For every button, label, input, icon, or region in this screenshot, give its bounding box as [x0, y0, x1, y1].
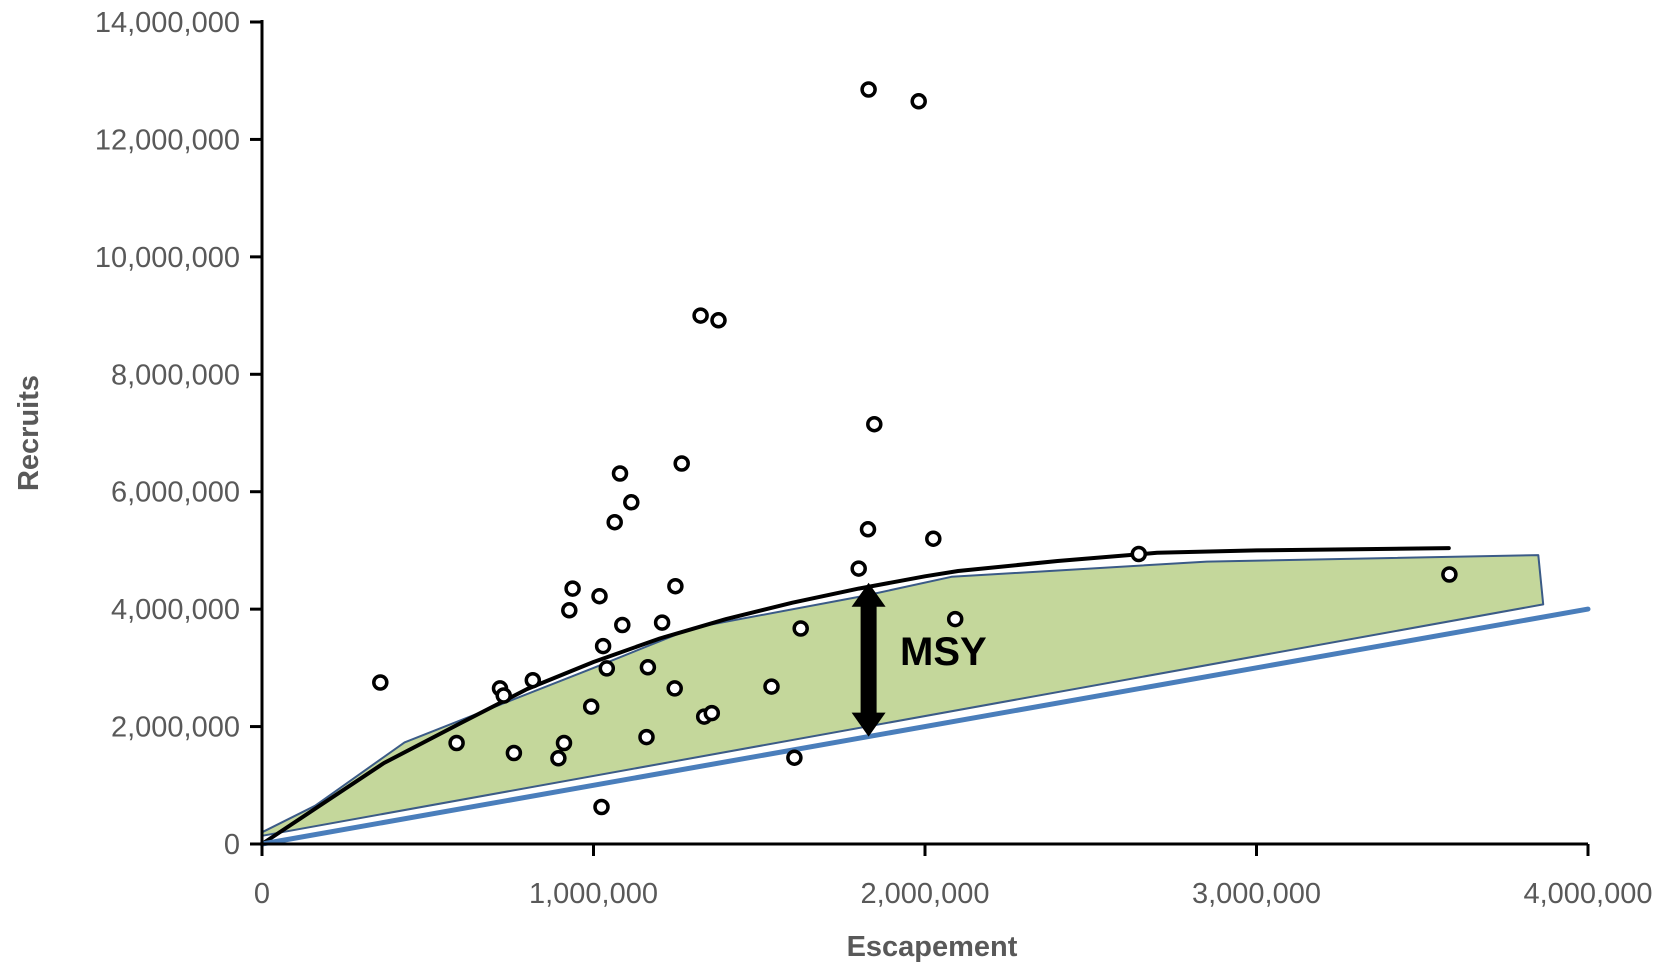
data-point	[638, 728, 655, 746]
data-point	[606, 513, 623, 531]
data-point	[555, 734, 573, 752]
data-point	[582, 698, 600, 715]
curve-layer	[259, 546, 1591, 847]
data-point	[673, 455, 690, 472]
data-point	[792, 620, 809, 637]
y-tick-label: 14,000,000	[95, 7, 240, 39]
data-point	[1130, 545, 1148, 563]
data-point	[495, 687, 512, 704]
data-point	[925, 530, 942, 547]
data-point	[667, 577, 684, 595]
x-tick-label: 4,000,000	[1523, 878, 1652, 910]
axes-layer: 0 2,000,000 4,000,000 6,000,000 8,000,000 10,…	[95, 7, 1653, 910]
msy-range-band	[261, 554, 1545, 837]
data-point	[564, 580, 581, 597]
data-point	[710, 312, 727, 329]
data-points-layer	[372, 81, 1458, 816]
data-point	[591, 587, 608, 605]
data-point	[850, 560, 867, 577]
x-tick-label: 0	[254, 878, 270, 910]
data-point	[703, 704, 721, 722]
x-tick-label: 3,000,000	[1192, 878, 1321, 910]
data-point	[524, 671, 542, 689]
data-point	[860, 81, 877, 98]
data-point	[866, 415, 883, 433]
data-point	[448, 734, 465, 752]
data-point	[598, 660, 616, 677]
ricker-curve-line	[260, 546, 1451, 846]
msy-band-layer	[261, 554, 1545, 837]
data-point	[692, 307, 709, 324]
data-point	[666, 680, 683, 697]
data-point	[859, 521, 877, 538]
y-tick-label: 8,000,000	[111, 359, 240, 391]
data-point	[786, 749, 803, 766]
data-point	[623, 494, 640, 511]
x-axis-title: Escapement	[847, 931, 1018, 962]
data-point	[611, 465, 629, 482]
y-tick-label: 0	[224, 829, 240, 861]
data-point	[653, 614, 671, 631]
data-point	[946, 610, 964, 628]
x-tick-label: 2,000,000	[860, 878, 989, 910]
data-point	[910, 93, 927, 110]
data-point	[550, 750, 567, 767]
data-point	[594, 637, 612, 655]
y-tick-label: 4,000,000	[111, 594, 240, 626]
annotation-layer: MSY	[851, 582, 987, 737]
data-point	[593, 798, 610, 816]
data-point	[505, 744, 523, 762]
y-tick-label: 10,000,000	[95, 242, 240, 274]
data-point	[1441, 566, 1458, 583]
msy-label: MSY	[900, 630, 987, 674]
replacement-line	[259, 606, 1591, 847]
data-point	[614, 616, 631, 634]
y-tick-label: 6,000,000	[111, 477, 240, 509]
msy-double-arrow	[851, 582, 886, 737]
x-tick-label: 1,000,000	[529, 878, 658, 910]
data-point	[561, 602, 578, 619]
data-point	[639, 659, 657, 676]
y-tick-label: 12,000,000	[95, 124, 240, 156]
data-point	[763, 678, 780, 695]
y-axis-title: Recruits	[13, 375, 45, 491]
y-tick-label: 2,000,000	[111, 712, 240, 744]
data-point	[372, 674, 389, 691]
